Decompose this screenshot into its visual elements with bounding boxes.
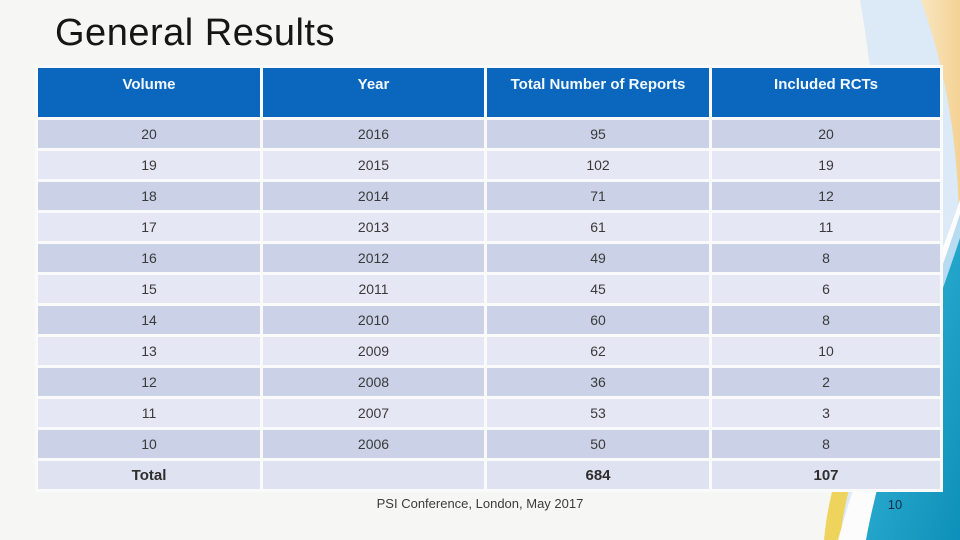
table-row: 16 2012 49 8	[35, 241, 943, 275]
slide-title: General Results	[55, 12, 335, 54]
table-row: 18 2014 71 12	[35, 179, 943, 213]
table-cell: 13	[35, 334, 263, 368]
column-header-rcts: Included RCTs	[709, 65, 943, 120]
table-row: 19 2015 102 19	[35, 148, 943, 182]
table-cell: 2006	[260, 427, 487, 461]
table-cell: 50	[484, 427, 712, 461]
page-number: 10	[887, 497, 903, 512]
table-cell: 49	[484, 241, 712, 275]
table-cell: 8	[709, 427, 943, 461]
table-cell: 45	[484, 272, 712, 306]
table-body: 20 2016 95 20 19 2015 102 19 18 2014 71 12 17 2013 61 1…	[35, 117, 943, 461]
table-cell: 2016	[260, 117, 487, 151]
table-cell: 19	[35, 148, 263, 182]
table-row: 13 2009 62 10	[35, 334, 943, 368]
table-cell: 2010	[260, 303, 487, 337]
table-cell: 6	[709, 272, 943, 306]
table-cell: 2013	[260, 210, 487, 244]
table-cell: 8	[709, 303, 943, 337]
table-cell: 36	[484, 365, 712, 399]
table-cell: 12	[35, 365, 263, 399]
table-cell: 2012	[260, 241, 487, 275]
table-cell: 12	[709, 179, 943, 213]
table-row: 11 2007 53 3	[35, 396, 943, 430]
table-row: 15 2011 45 6	[35, 272, 943, 306]
total-rcts-cell: 107	[709, 458, 943, 492]
total-label-cell: Total	[35, 458, 263, 492]
table-cell: 2011	[260, 272, 487, 306]
table-cell: 16	[35, 241, 263, 275]
table-row: 10 2006 50 8	[35, 427, 943, 461]
table-row: 20 2016 95 20	[35, 117, 943, 151]
table-cell: 2015	[260, 148, 487, 182]
table-cell: 10	[35, 427, 263, 461]
table-cell: 53	[484, 396, 712, 430]
table-cell: 71	[484, 179, 712, 213]
table-cell: 18	[35, 179, 263, 213]
table-cell: 3	[709, 396, 943, 430]
table-cell: 95	[484, 117, 712, 151]
table-cell: 61	[484, 210, 712, 244]
footer-text: PSI Conference, London, May 2017	[376, 496, 584, 511]
column-header-volume: Volume	[35, 65, 263, 120]
table-cell: 10	[709, 334, 943, 368]
table-cell: 2014	[260, 179, 487, 213]
table-cell: 62	[484, 334, 712, 368]
table-cell: 15	[35, 272, 263, 306]
table-row: 14 2010 60 8	[35, 303, 943, 337]
table-cell: 2	[709, 365, 943, 399]
table-cell: 20	[35, 117, 263, 151]
table-cell: 11	[709, 210, 943, 244]
table-cell: 60	[484, 303, 712, 337]
header-row: Volume Year Total Number of Reports Incl…	[35, 65, 943, 120]
total-row: Total 684 107	[35, 458, 943, 492]
table-cell: 2009	[260, 334, 487, 368]
table-cell: 2008	[260, 365, 487, 399]
column-header-reports: Total Number of Reports	[484, 65, 712, 120]
table-cell: 14	[35, 303, 263, 337]
results-table: Volume Year Total Number of Reports Incl…	[35, 65, 943, 492]
table-cell: 8	[709, 241, 943, 275]
table-cell: 19	[709, 148, 943, 182]
column-header-year: Year	[260, 65, 487, 120]
table-cell: 2007	[260, 396, 487, 430]
table-row: 12 2008 36 2	[35, 365, 943, 399]
table-row: 17 2013 61 11	[35, 210, 943, 244]
total-reports-cell: 684	[484, 458, 712, 492]
total-year-cell	[260, 458, 487, 492]
table-cell: 20	[709, 117, 943, 151]
table-cell: 11	[35, 396, 263, 430]
table-cell: 17	[35, 210, 263, 244]
table-cell: 102	[484, 148, 712, 182]
